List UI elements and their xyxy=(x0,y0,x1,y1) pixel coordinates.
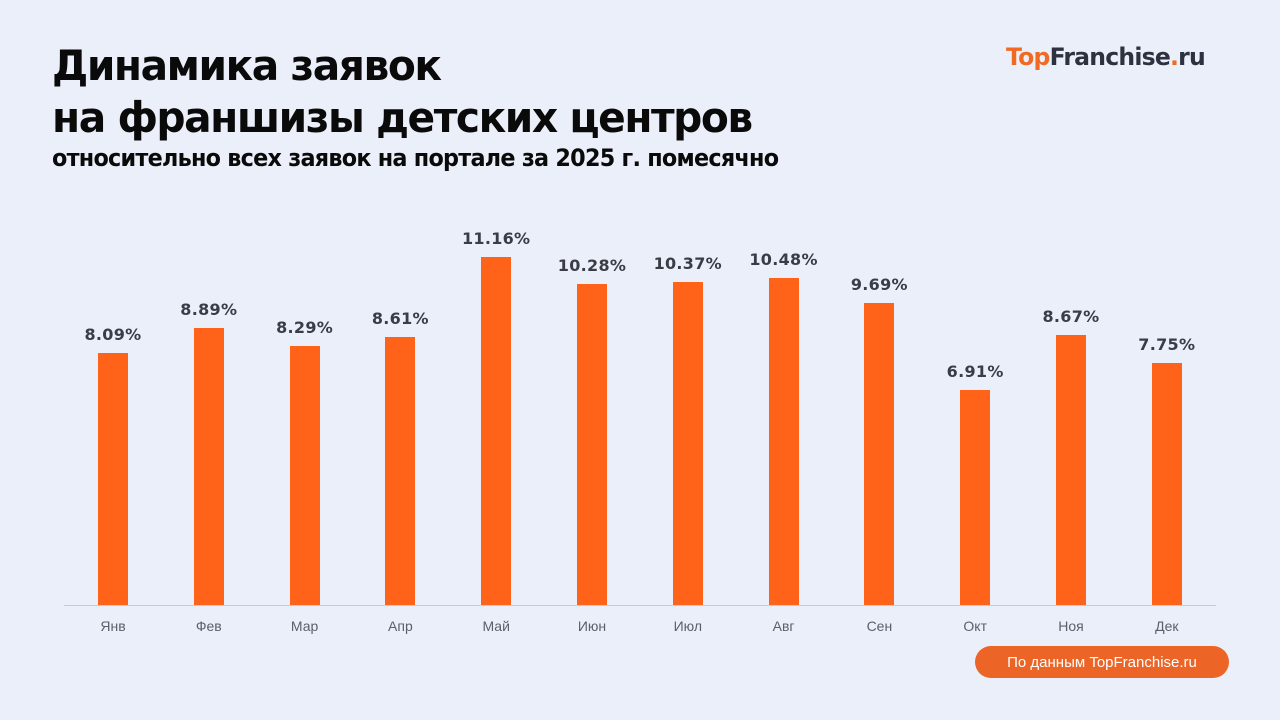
x-tick-label: Окт xyxy=(963,618,987,634)
x-tick-label: Июн xyxy=(577,618,607,634)
value-label: 8.89% xyxy=(180,299,238,319)
value-label: 8.09% xyxy=(84,324,142,344)
logo-ru: ru xyxy=(1178,43,1206,71)
value-label: 9.69% xyxy=(850,274,908,294)
bar-8 xyxy=(768,278,799,605)
logo-franchise: Franchise xyxy=(1049,43,1171,71)
value-label: 10.37% xyxy=(653,253,723,273)
bar-6 xyxy=(577,284,607,605)
brand-logo: TopFranchise.ru xyxy=(1006,41,1206,73)
bar-1 xyxy=(98,352,128,605)
x-tick-label: Янв xyxy=(100,618,126,634)
bar-7 xyxy=(672,281,703,605)
logo-top: Top xyxy=(1006,43,1050,71)
x-tick-label: Июл xyxy=(673,618,703,634)
bar-3 xyxy=(289,346,320,605)
x-tick-label: Апр xyxy=(388,618,413,634)
title-line-2: на франшизы детских центров xyxy=(52,93,753,142)
x-tick-label: Фев xyxy=(195,618,222,634)
x-tick-label: Ноя xyxy=(1058,618,1084,634)
value-label: 11.16% xyxy=(461,229,531,248)
value-label: 10.28% xyxy=(557,256,627,276)
x-tick-label: Сен xyxy=(866,618,893,634)
value-label: 10.48% xyxy=(749,250,818,270)
title-line-1: Динамика заявок xyxy=(52,41,442,90)
source-badge: По данным TopFranchise.ru xyxy=(975,646,1229,678)
subtitle: относительно всех заявок на портале за 2… xyxy=(52,144,779,172)
x-tick-label: Дек xyxy=(1155,618,1179,634)
bar-9 xyxy=(864,302,895,605)
bar-5 xyxy=(481,257,512,605)
bar-4 xyxy=(385,336,416,605)
x-tick-label: Май xyxy=(482,618,510,634)
x-tick-label: Мар xyxy=(290,618,319,634)
value-label: 8.61% xyxy=(371,308,429,328)
x-axis-line xyxy=(64,605,1216,606)
logo-dot: . xyxy=(1169,43,1179,71)
value-label: 7.75% xyxy=(1138,335,1196,355)
value-label: 6.91% xyxy=(946,361,1004,381)
value-label: 8.29% xyxy=(276,318,334,338)
bar-10 xyxy=(960,389,991,605)
bar-2 xyxy=(193,327,224,605)
bar-11 xyxy=(1056,334,1086,605)
value-label: 8.67% xyxy=(1042,306,1100,326)
bar-12 xyxy=(1151,363,1182,605)
x-tick-label: Авг xyxy=(772,618,795,634)
page-title: Динамика заявок на франшизы детских цент… xyxy=(52,40,753,144)
